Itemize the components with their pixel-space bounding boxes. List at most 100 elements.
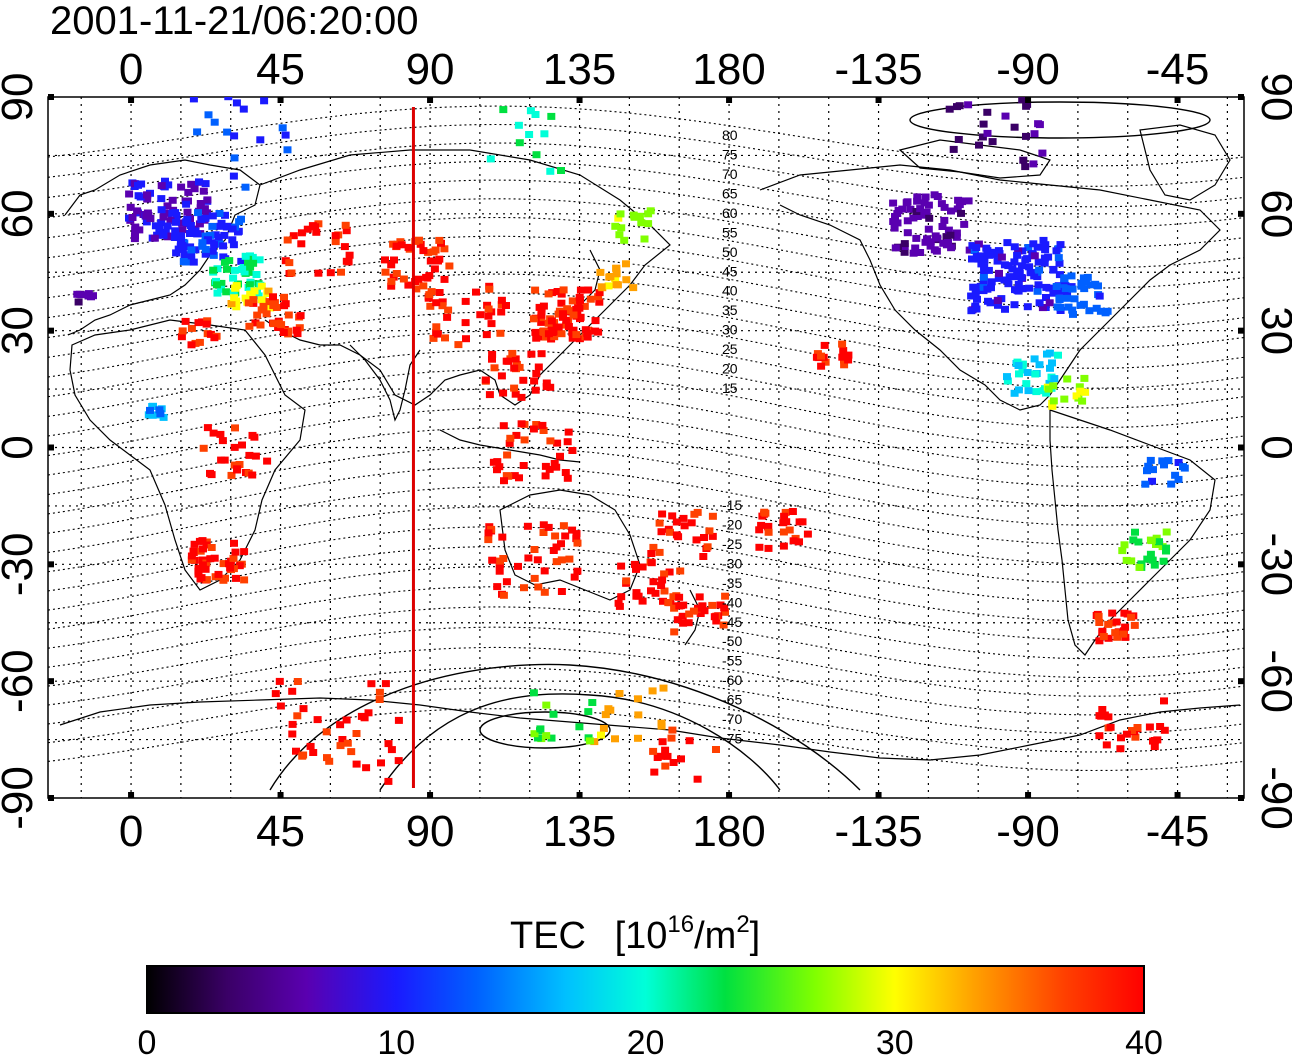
contour-label: -65 bbox=[722, 692, 742, 708]
tec-cell bbox=[255, 256, 264, 264]
contour-line bbox=[48, 708, 1244, 772]
tec-cell bbox=[431, 246, 440, 254]
tec-cell bbox=[820, 341, 829, 349]
contour-line bbox=[48, 586, 1244, 660]
tec-cell bbox=[1158, 457, 1167, 465]
tec-cell bbox=[764, 522, 773, 530]
colorbar-tick-label: 20 bbox=[627, 1024, 665, 1057]
tec-cell bbox=[229, 241, 238, 249]
tec-cell bbox=[615, 231, 624, 239]
tec-cell bbox=[201, 232, 210, 240]
tec-cell bbox=[972, 253, 981, 260]
tec-cell bbox=[973, 295, 981, 303]
tec-cell bbox=[679, 514, 688, 522]
tec-cell bbox=[213, 265, 222, 273]
tec-cell bbox=[490, 364, 499, 372]
tec-cell bbox=[546, 437, 555, 445]
tec-cell bbox=[708, 512, 717, 520]
tec-cell bbox=[949, 145, 958, 153]
tec-cell bbox=[326, 269, 335, 277]
contour-line bbox=[48, 606, 1244, 679]
tec-cell bbox=[1025, 284, 1034, 292]
tec-cell bbox=[293, 678, 302, 685]
tec-cell bbox=[217, 285, 225, 293]
contour-label: -70 bbox=[722, 711, 742, 727]
tec-cell bbox=[1022, 132, 1030, 140]
tec-cell bbox=[893, 219, 902, 227]
tec-cell bbox=[983, 108, 992, 116]
tec-cell bbox=[283, 236, 292, 244]
tec-cell bbox=[520, 436, 529, 444]
contour-label: 35 bbox=[722, 302, 738, 318]
tec-cell bbox=[164, 181, 173, 189]
contour-label: -20 bbox=[722, 516, 742, 532]
tec-cell bbox=[795, 538, 803, 546]
tec-cell bbox=[1022, 102, 1031, 110]
tec-cell bbox=[278, 124, 287, 132]
tec-cell bbox=[591, 327, 600, 335]
tec-cell bbox=[1010, 301, 1019, 309]
contour-label: 30 bbox=[722, 322, 738, 338]
tec-cell bbox=[240, 548, 249, 556]
tec-cell bbox=[530, 730, 539, 738]
tec-cell bbox=[170, 234, 179, 241]
tec-cell bbox=[230, 294, 239, 302]
tec-cell bbox=[1146, 550, 1155, 558]
tec-cell bbox=[239, 105, 248, 113]
tec-cell bbox=[685, 737, 694, 745]
tec-cell bbox=[182, 218, 191, 226]
tec-cell bbox=[284, 311, 293, 319]
tec-cell bbox=[1146, 456, 1155, 464]
tec-cell bbox=[287, 269, 296, 277]
contour-label: -55 bbox=[722, 653, 742, 669]
tec-cell bbox=[257, 306, 266, 314]
tec-cell bbox=[983, 129, 992, 137]
tec-cell bbox=[1060, 275, 1069, 283]
tec-cell bbox=[977, 252, 985, 260]
tec-cell bbox=[345, 251, 354, 259]
tec-cell bbox=[575, 723, 584, 731]
tec-cell bbox=[933, 234, 942, 242]
tec-cell bbox=[183, 208, 192, 216]
tec-cell bbox=[541, 472, 550, 480]
tec-cell bbox=[1052, 283, 1061, 290]
longitude-tick-label: 0 bbox=[119, 807, 143, 856]
tec-cell bbox=[237, 257, 246, 265]
tec-cell bbox=[632, 589, 641, 597]
tec-cell bbox=[210, 554, 219, 562]
tec-cell bbox=[524, 554, 533, 562]
tec-cell bbox=[240, 576, 249, 584]
tec-cell bbox=[1010, 123, 1019, 131]
tec-cell bbox=[1081, 277, 1090, 285]
longitude-ticks-top: 0 45 90 135 180 -135 -90 -45 bbox=[119, 45, 1210, 103]
tec-cell bbox=[440, 245, 449, 253]
contour-label: -60 bbox=[722, 672, 742, 688]
tec-cell bbox=[719, 621, 728, 629]
tec-cell bbox=[1106, 723, 1115, 731]
tec-cell bbox=[1055, 271, 1064, 279]
tec-cell bbox=[151, 222, 160, 230]
tec-cell bbox=[133, 207, 142, 215]
tec-cell bbox=[614, 214, 623, 222]
tec-cell bbox=[503, 451, 512, 459]
tec-cell bbox=[390, 256, 398, 264]
tec-cell bbox=[419, 282, 428, 290]
tec-cell bbox=[755, 526, 764, 534]
tec-cell bbox=[572, 331, 581, 339]
tec-cell bbox=[638, 563, 647, 571]
longitude-tick-label: -45 bbox=[1146, 45, 1210, 94]
tec-cell bbox=[195, 220, 204, 228]
tec-cell bbox=[978, 133, 987, 141]
tec-cell bbox=[224, 97, 233, 101]
tec-cell bbox=[568, 526, 577, 534]
tec-cell bbox=[230, 443, 239, 451]
tec-cell bbox=[202, 320, 211, 328]
tec-cell bbox=[1018, 247, 1027, 255]
tec-cell bbox=[789, 537, 798, 545]
tec-cell bbox=[599, 725, 608, 732]
colorbar-tick-label: 30 bbox=[876, 1024, 914, 1057]
longitude-tick-label: 45 bbox=[256, 807, 305, 856]
tec-cell bbox=[761, 509, 770, 517]
tec-cell bbox=[540, 328, 549, 336]
tec-cell bbox=[228, 236, 237, 244]
